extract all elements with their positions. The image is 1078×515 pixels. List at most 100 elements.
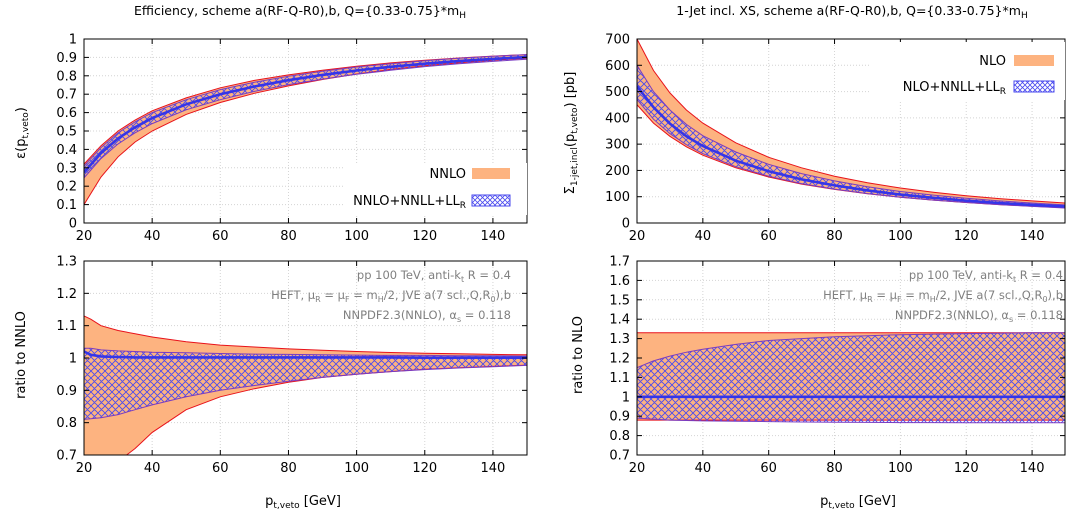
- y-tick-label: 1: [69, 352, 77, 367]
- x-tick-label: 60: [212, 461, 229, 476]
- y-tick-label: 1: [69, 33, 77, 48]
- annotation-scales-left: HEFT, μR = μF = mH/2, JVE a(7 scl.,Q,R0)…: [271, 288, 511, 304]
- x-tick-label: 80: [280, 229, 297, 244]
- x-tick-label: 60: [760, 229, 777, 244]
- y-tick-label: 0.9: [56, 51, 77, 66]
- chart-title-efficiency: Efficiency, scheme a(RF-Q-R0),b, Q={0.33…: [134, 3, 466, 21]
- band-resummed: [84, 54, 527, 178]
- x-tick-label: 80: [280, 461, 297, 476]
- y-axis-label-ratio-nlo: ratio to NLO: [571, 316, 586, 394]
- legend-label-nnlo: NNLO: [430, 167, 466, 182]
- band-lower-edge-resummed: [84, 364, 527, 420]
- x-tick-label: 140: [1020, 461, 1045, 476]
- y-tick-label: 1.1: [609, 371, 630, 386]
- legend-label-resummed: NNLO+NNLL+LLR: [353, 194, 466, 211]
- panel-ratio_nnlo: 20 40 60 80 100 120 140 0.7 0.8 0.9 1 1.1 1.2 1.3: [56, 255, 528, 476]
- legend-label-resummed: NLO+NNLL+LLR: [903, 80, 1006, 97]
- x-tick-label: 60: [760, 461, 777, 476]
- y-tick-label: 0.7: [56, 449, 77, 464]
- x-tick-label: 40: [695, 461, 712, 476]
- band-upper-edge-resummed: [84, 54, 527, 167]
- chart-title-xs: 1-Jet incl. XS, scheme a(RF-Q-R0),b, Q={…: [676, 3, 1027, 21]
- y-tick-label: 0.6: [56, 106, 77, 121]
- y-tick-label: 500: [605, 85, 630, 100]
- x-tick-label: 40: [144, 461, 161, 476]
- band-upper-edge-fixed-order: [84, 54, 527, 165]
- band-upper-edge-resummed: [637, 65, 1065, 206]
- x-tick-label: 100: [888, 461, 913, 476]
- y-tick-label: 0.8: [56, 416, 77, 431]
- annotation-scales-right: HEFT, μR = μF = mH/2, JVE a(7 scl.,Q,R0)…: [823, 288, 1063, 304]
- y-tick-label: 1.7: [609, 255, 630, 270]
- band-upper-edge-fixed-order: [637, 39, 1065, 204]
- panel-efficiency: 20 40 60 80 100 120 140 0 0.1 0.2 0.3 0.4 0.5 0.6 0.7 0…: [56, 33, 528, 244]
- x-tick-label: 120: [412, 461, 437, 476]
- y-tick-label: 400: [605, 111, 630, 126]
- y-tick-label: 0.8: [56, 69, 77, 84]
- y-tick-label: 700: [605, 33, 630, 48]
- x-tick-label: 20: [629, 461, 646, 476]
- y-tick-label: 0.8: [609, 429, 630, 444]
- legend-swatch-nnlo: [472, 168, 510, 179]
- x-tick-label: 40: [695, 229, 712, 244]
- band-upper-edge-resummed: [84, 347, 527, 357]
- y-tick-label: 0.5: [56, 125, 77, 140]
- x-tick-label: 60: [212, 229, 229, 244]
- y-tick-label: 0.2: [56, 180, 77, 195]
- plot-frame: [636, 38, 1066, 224]
- y-tick-label: 0.4: [56, 143, 77, 158]
- x-tick-label: 120: [412, 229, 437, 244]
- central-line-resummed: [84, 350, 527, 359]
- band-resummed: [637, 332, 1065, 423]
- band-upper-edge-fixed-order: [84, 315, 527, 356]
- y-tick-label: 0.3: [56, 161, 77, 176]
- y-tick-label: 100: [605, 190, 630, 205]
- y-tick-label: 1.4: [609, 313, 630, 328]
- y-tick-label: 0.7: [56, 88, 77, 103]
- x-tick-label: 80: [826, 229, 843, 244]
- y-axis-label-xs: Σ1-jet,incl(pt,veto) [pb]: [563, 72, 580, 195]
- band-lower-edge-resummed: [637, 417, 1065, 424]
- x-axis-label-left: pt,veto [GeV]: [265, 494, 341, 511]
- y-tick-label: 1.2: [56, 287, 77, 302]
- annotation-pdf-right: NNPDF2.3(NNLO), αs = 0.118: [895, 308, 1063, 324]
- x-tick-label: 120: [954, 461, 979, 476]
- y-tick-label: 0.1: [56, 198, 77, 213]
- y-tick-label: 300: [605, 138, 630, 153]
- band-upper-edge-resummed: [637, 332, 1065, 369]
- x-tick-label: 20: [629, 229, 646, 244]
- y-tick-label: 1: [622, 390, 630, 405]
- annotation-pdf-left: NNPDF2.3(NNLO), αs = 0.118: [343, 308, 511, 324]
- y-axis-label-efficiency: ε(pt,veto): [14, 107, 31, 159]
- y-tick-label: 1.3: [56, 255, 77, 270]
- band-lower-edge-fixed-order: [637, 104, 1065, 209]
- legend-efficiency: NNLO NNLO+NNLL+LLR: [345, 163, 527, 215]
- x-tick-label: 120: [954, 229, 979, 244]
- panel-ratio_nlo: 20 40 60 80 100 120 140 0.7 0.8 0.9 1 1.1 1.2 1.3 1.4 1…: [609, 255, 1066, 476]
- y-tick-label: 600: [605, 59, 630, 74]
- central-line-resummed: [637, 85, 1065, 208]
- band-fixed-order: [84, 316, 527, 455]
- x-tick-label: 100: [344, 229, 369, 244]
- legend-swatch-nlo: [1014, 55, 1054, 66]
- y-axis-label-ratio-nnlo: ratio to NNLO: [14, 311, 29, 399]
- legend-label-nlo: NLO: [979, 54, 1006, 69]
- x-tick-label: 140: [481, 229, 506, 244]
- x-tick-label: 140: [1020, 229, 1045, 244]
- x-tick-label: 140: [481, 461, 506, 476]
- y-tick-label: 0: [622, 217, 630, 232]
- y-tick-label: 1.2: [609, 352, 630, 367]
- x-tick-label: 80: [826, 461, 843, 476]
- x-tick-label: 20: [76, 229, 93, 244]
- y-tick-label: 0: [69, 217, 77, 232]
- x-tick-label: 100: [344, 461, 369, 476]
- band-resummed: [84, 348, 527, 420]
- y-tick-label: 200: [605, 164, 630, 179]
- annotation-collider-left: pp 100 TeV, anti-kt R = 0.4: [357, 268, 511, 284]
- y-tick-label: 1.3: [609, 332, 630, 347]
- x-tick-label: 20: [76, 461, 93, 476]
- y-tick-label: 0.7: [609, 449, 630, 464]
- y-tick-label: 1.6: [609, 274, 630, 289]
- band-lower-edge-resummed: [637, 99, 1065, 209]
